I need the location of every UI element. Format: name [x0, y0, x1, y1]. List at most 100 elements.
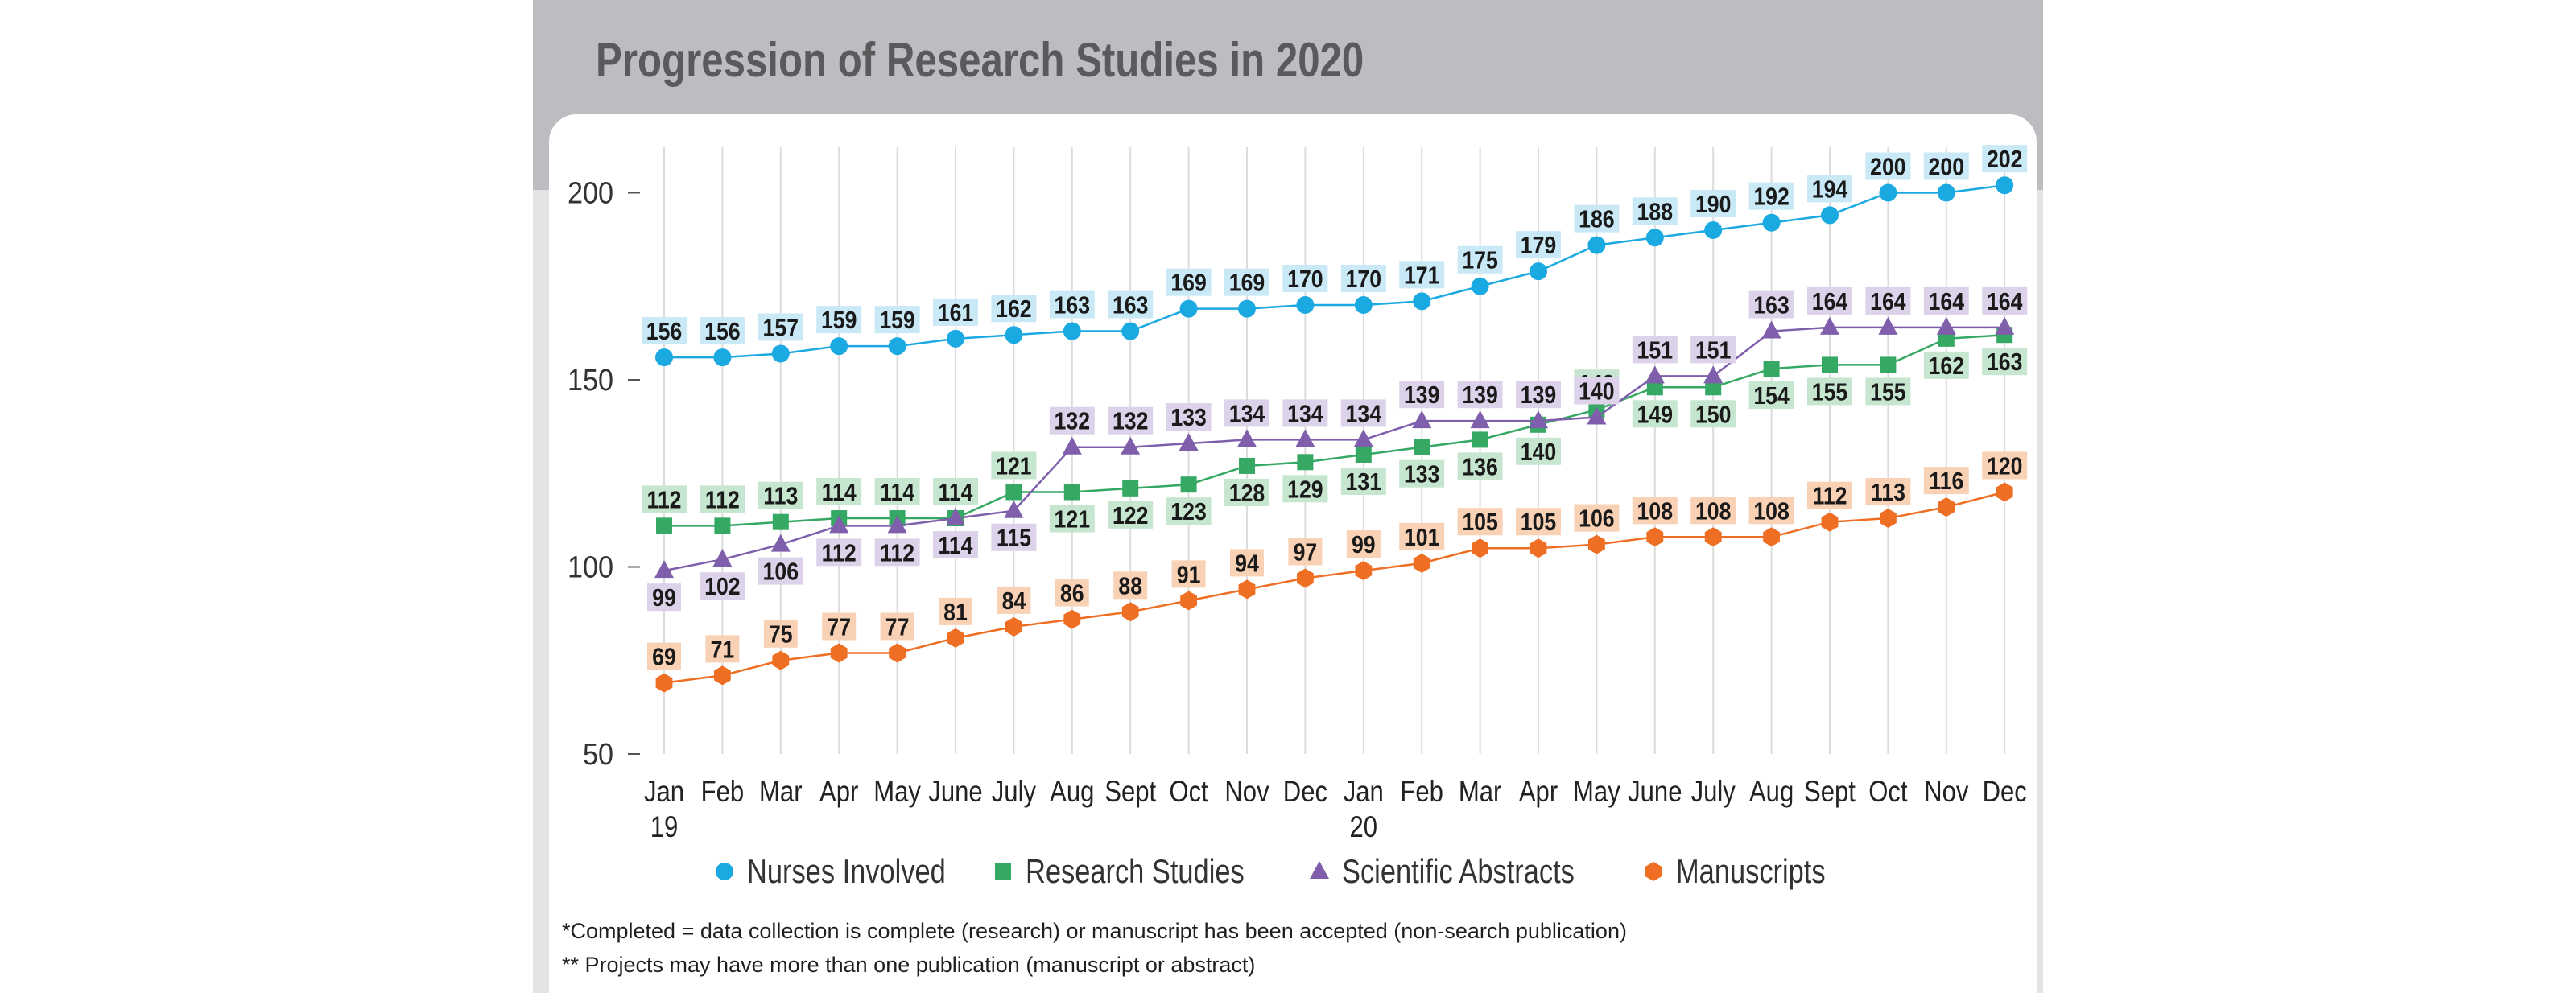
data-label-bg — [816, 538, 862, 567]
data-label: 186 — [1579, 206, 1614, 233]
data-point — [1005, 616, 1022, 637]
data-point — [1295, 429, 1315, 447]
series-scientific-abstracts — [654, 316, 2015, 579]
data-label: 164 — [1929, 288, 1964, 315]
data-point — [1645, 365, 1665, 384]
data-point — [1179, 433, 1199, 451]
data-point — [888, 337, 906, 356]
data-label-bg — [1923, 152, 1969, 180]
data-point — [1471, 277, 1489, 295]
data-point — [1936, 316, 1956, 335]
data-point — [1237, 429, 1257, 447]
data-label-bg — [1807, 377, 1852, 406]
series-research-studies-labels: 112 112 113 114 114 114 121 121 122 123 128 129 131 1… — [642, 348, 2028, 534]
data-point — [947, 329, 964, 348]
data-point — [655, 348, 673, 367]
data-label: 99 — [652, 584, 676, 612]
data-label: 112 — [1812, 483, 1847, 510]
data-label-bg — [1982, 145, 2028, 173]
data-label-bg — [1113, 571, 1148, 600]
data-label-bg — [705, 635, 740, 663]
data-point — [1005, 326, 1023, 344]
data-label: 101 — [1404, 524, 1439, 551]
data-label: 140 — [1521, 439, 1556, 466]
data-label: 155 — [1812, 379, 1847, 406]
data-label-bg — [1807, 481, 1852, 509]
data-label: 192 — [1753, 183, 1789, 211]
data-label: 132 — [1113, 408, 1148, 435]
data-label-bg — [700, 485, 745, 513]
data-label-bg — [1748, 496, 1794, 525]
data-point — [1704, 527, 1722, 547]
data-label-bg — [1516, 231, 1561, 259]
data-point — [1878, 316, 1898, 335]
data-label-bg — [933, 531, 978, 559]
data-point — [1996, 482, 2013, 502]
series-line-nurses-involved — [664, 183, 2005, 359]
data-point — [1587, 236, 1606, 254]
data-label-bg — [1224, 268, 1269, 296]
data-label-bg — [1049, 406, 1095, 435]
data-label-bg — [874, 478, 920, 506]
data-label-bg — [1865, 478, 1911, 506]
data-label: 86 — [1060, 580, 1084, 608]
data-label: 108 — [1753, 497, 1789, 525]
data-point — [1180, 476, 1197, 493]
data-label: 106 — [763, 558, 799, 586]
data-label-bg — [1340, 265, 1386, 292]
data-point — [1121, 602, 1139, 622]
data-label-bg — [1516, 508, 1561, 536]
data-point — [1995, 316, 2015, 335]
data-label: 151 — [1695, 337, 1731, 365]
data-label-bg — [1632, 336, 1678, 364]
data-label-bg — [647, 642, 681, 670]
data-label: 164 — [1987, 288, 2022, 315]
x-tick-label: Apr — [819, 776, 858, 809]
data-label-bg — [1807, 175, 1852, 203]
data-label-bg — [1049, 290, 1095, 319]
data-label-bg — [700, 572, 745, 600]
data-point — [772, 513, 789, 530]
chart-title: Progression of Research Studies in 2020 — [596, 33, 1364, 87]
data-point — [1645, 229, 1664, 247]
data-label-bg — [1690, 336, 1736, 364]
data-label-bg — [1166, 497, 1212, 525]
x-tick-label: Oct — [1169, 776, 1208, 809]
series-nurses-involved — [655, 176, 2014, 367]
data-point — [1472, 431, 1488, 448]
data-label: 169 — [1229, 270, 1265, 297]
data-point — [887, 515, 907, 534]
data-point — [1588, 534, 1605, 554]
data-label-bg — [642, 317, 687, 345]
data-label: 159 — [879, 307, 914, 334]
data-point — [1062, 436, 1082, 455]
data-label-bg — [1865, 152, 1911, 180]
data-point — [1879, 183, 1897, 202]
data-label-bg — [991, 295, 1037, 323]
data-point — [1880, 356, 1897, 373]
data-label-bg — [1049, 505, 1095, 533]
data-point — [1063, 484, 1080, 501]
data-label-bg — [1982, 451, 2028, 480]
data-label: 106 — [1579, 505, 1614, 533]
data-label: 149 — [1637, 401, 1673, 428]
data-label-bg — [758, 313, 803, 341]
data-label-bg — [1399, 522, 1445, 550]
legend-marker — [1310, 861, 1329, 879]
data-label: 170 — [1287, 266, 1323, 293]
data-label-bg — [1399, 261, 1445, 289]
data-label: 112 — [822, 540, 857, 567]
data-label-bg — [1807, 286, 1852, 315]
data-label: 161 — [938, 299, 973, 327]
data-point — [1587, 406, 1607, 425]
data-label-bg — [1282, 265, 1328, 292]
data-label: 202 — [1987, 146, 2022, 173]
data-label-bg — [647, 583, 681, 612]
data-label: 156 — [704, 318, 740, 345]
data-label: 170 — [1346, 266, 1381, 293]
data-label: 113 — [1871, 479, 1905, 506]
data-label: 121 — [1055, 506, 1090, 534]
data-label: 77 — [827, 614, 851, 641]
data-point — [1763, 527, 1780, 547]
data-label-bg — [933, 478, 978, 506]
